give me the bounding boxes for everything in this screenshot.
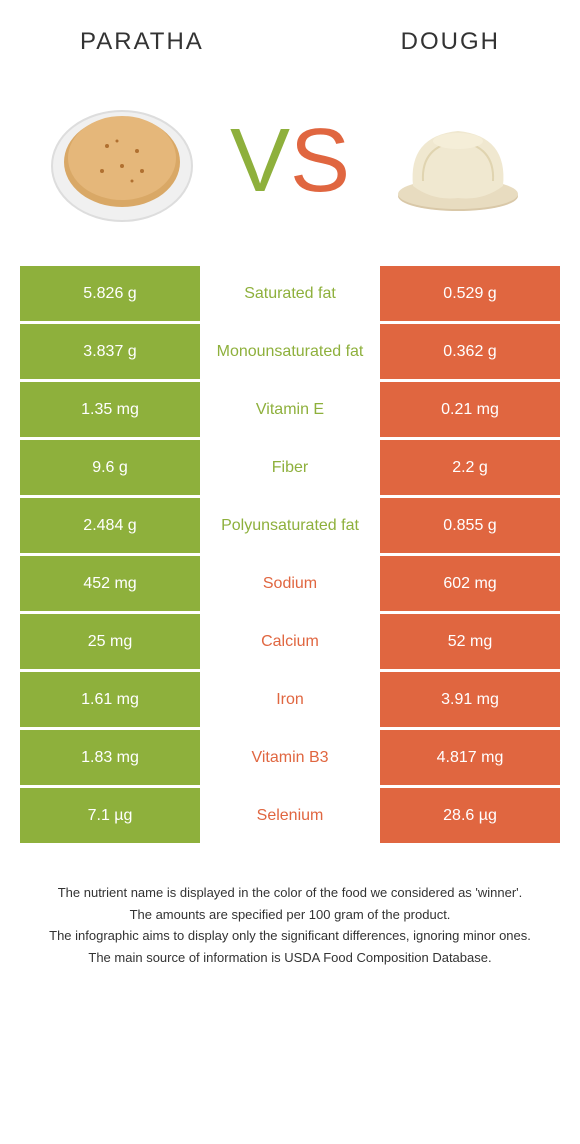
nutrient-name-cell: Selenium bbox=[200, 788, 380, 843]
table-row: 1.83 mgVitamin B34.817 mg bbox=[20, 730, 560, 785]
table-row: 9.6 gFiber2.2 g bbox=[20, 440, 560, 495]
paratha-image bbox=[47, 86, 197, 236]
header-row: PARATHA DOUGH bbox=[0, 0, 580, 76]
left-value-cell: 2.484 g bbox=[20, 498, 200, 553]
infographic-container: PARATHA DOUGH VS bbox=[0, 0, 580, 967]
table-row: 25 mgCalcium52 mg bbox=[20, 614, 560, 669]
header-left: PARATHA bbox=[80, 28, 204, 56]
header-right: DOUGH bbox=[401, 28, 500, 56]
nutrient-name-cell: Saturated fat bbox=[200, 266, 380, 321]
left-value-cell: 3.837 g bbox=[20, 324, 200, 379]
nutrient-name-cell: Fiber bbox=[200, 440, 380, 495]
nutrient-name-cell: Vitamin B3 bbox=[200, 730, 380, 785]
right-value-cell: 0.21 mg bbox=[380, 382, 560, 437]
footnote-line: The main source of information is USDA F… bbox=[40, 948, 540, 968]
nutrient-table: 5.826 gSaturated fat0.529 g3.837 gMonoun… bbox=[20, 266, 560, 843]
left-value-cell: 25 mg bbox=[20, 614, 200, 669]
table-row: 2.484 gPolyunsaturated fat0.855 g bbox=[20, 498, 560, 553]
table-row: 7.1 µgSelenium28.6 µg bbox=[20, 788, 560, 843]
nutrient-name-cell: Sodium bbox=[200, 556, 380, 611]
nutrient-name-cell: Monounsaturated fat bbox=[200, 324, 380, 379]
nutrient-name-cell: Polyunsaturated fat bbox=[200, 498, 380, 553]
right-value-cell: 28.6 µg bbox=[380, 788, 560, 843]
table-row: 1.61 mgIron3.91 mg bbox=[20, 672, 560, 727]
right-value-cell: 0.529 g bbox=[380, 266, 560, 321]
nutrient-name-cell: Calcium bbox=[200, 614, 380, 669]
footnotes: The nutrient name is displayed in the co… bbox=[40, 883, 540, 967]
dough-image bbox=[383, 86, 533, 236]
right-value-cell: 52 mg bbox=[380, 614, 560, 669]
vs-s: S bbox=[290, 110, 350, 213]
nutrient-name-cell: Vitamin E bbox=[200, 382, 380, 437]
right-value-cell: 3.91 mg bbox=[380, 672, 560, 727]
left-value-cell: 1.35 mg bbox=[20, 382, 200, 437]
table-row: 1.35 mgVitamin E0.21 mg bbox=[20, 382, 560, 437]
table-row: 5.826 gSaturated fat0.529 g bbox=[20, 266, 560, 321]
right-value-cell: 4.817 mg bbox=[380, 730, 560, 785]
left-value-cell: 1.61 mg bbox=[20, 672, 200, 727]
right-value-cell: 0.855 g bbox=[380, 498, 560, 553]
images-row: VS bbox=[0, 76, 580, 266]
footnote-line: The amounts are specified per 100 gram o… bbox=[40, 905, 540, 925]
table-row: 3.837 gMonounsaturated fat0.362 g bbox=[20, 324, 560, 379]
left-value-cell: 1.83 mg bbox=[20, 730, 200, 785]
left-value-cell: 7.1 µg bbox=[20, 788, 200, 843]
right-value-cell: 0.362 g bbox=[380, 324, 560, 379]
footnote-line: The infographic aims to display only the… bbox=[40, 926, 540, 946]
right-value-cell: 2.2 g bbox=[380, 440, 560, 495]
vs-label: VS bbox=[230, 110, 350, 213]
vs-v: V bbox=[230, 110, 290, 213]
nutrient-name-cell: Iron bbox=[200, 672, 380, 727]
footnote-line: The nutrient name is displayed in the co… bbox=[40, 883, 540, 903]
left-value-cell: 9.6 g bbox=[20, 440, 200, 495]
right-value-cell: 602 mg bbox=[380, 556, 560, 611]
left-value-cell: 452 mg bbox=[20, 556, 200, 611]
left-value-cell: 5.826 g bbox=[20, 266, 200, 321]
table-row: 452 mgSodium602 mg bbox=[20, 556, 560, 611]
